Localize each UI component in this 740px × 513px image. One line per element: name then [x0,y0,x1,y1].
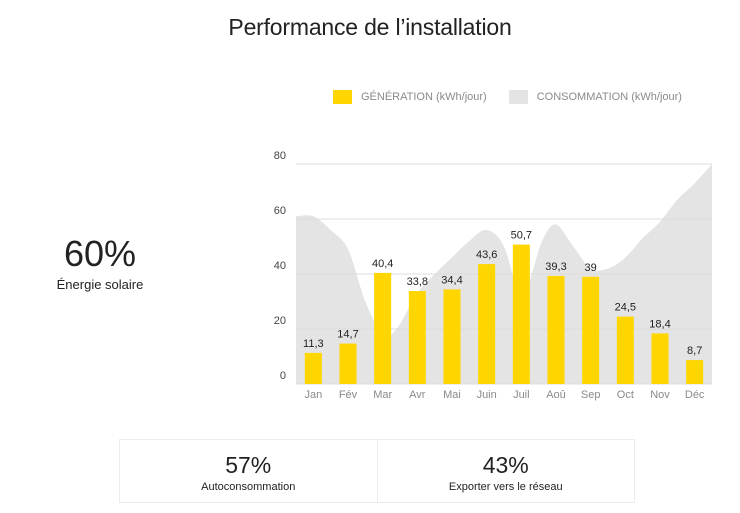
legend-item-consumption[interactable]: CONSOMMATION (kWh/jour) [508,90,682,104]
y-tick-label: 20 [274,315,286,327]
solar-share-value: 60% [63,233,137,274]
bar-generation [443,289,461,384]
x-tick-label: Mai [443,389,461,401]
bar-generation [582,276,600,384]
x-tick-label: Juin [477,389,497,401]
legend-item-generation[interactable]: GÉNÉRATION (kWh/jour) [333,90,487,104]
bar-data-label: 18,4 [649,318,670,330]
y-tick-label: 40 [274,260,286,272]
bar-generation [374,272,392,384]
kpi-card-autoconsommation: 57% Autoconsommation [120,440,377,502]
bar-data-label: 14,7 [337,329,358,341]
bar-data-label: 39 [585,262,597,274]
x-tick-label: Juil [513,389,530,401]
chart-legend: GÉNÉRATION (kWh/jour) CONSOMMATION (kWh/… [333,90,704,104]
x-tick-label: Avr [409,389,426,401]
x-tick-label: Jan [304,389,322,401]
x-tick-label: Sep [581,389,601,401]
bar-generation [478,264,496,384]
kpi-label: Exporter vers le réseau [448,481,563,493]
x-tick-label: Déc [685,389,705,401]
bar-data-label: 8,7 [687,345,702,357]
kpi-label: Autoconsommation [201,481,296,493]
kpi-card-export: 43% Exporter vers le réseau [376,440,635,502]
bar-generation [304,352,322,384]
bar-generation [616,316,634,384]
bar-data-label: 50,7 [511,230,532,242]
bar-data-label: 33,8 [407,276,428,288]
bar-data-label: 11,3 [303,338,324,350]
bar-generation [512,244,530,384]
bar-data-label: 39,3 [545,261,566,273]
x-tick-label: Aoû [546,389,566,401]
kpi-value: 57% [225,452,272,478]
legend-label-generation: GÉNÉRATION (kWh/jour) [361,91,487,103]
bar-data-label: 34,4 [441,274,462,286]
x-tick-label: Mar [373,389,392,401]
bar-generation [686,360,704,384]
x-tick-label: Oct [617,389,634,401]
x-tick-label: Fév [339,389,358,401]
performance-chart: 0 20 40 60 80 11,3 Jan 14,7 Fév 40,4 Mar 33,8 Avr 34,… [274,150,714,401]
solar-share-label: Énergie solaire [56,277,144,292]
consumption-area [296,162,714,384]
bar-generation [651,333,669,384]
bar-data-label: 24,5 [615,302,636,314]
bar-generation [408,291,426,384]
y-tick-label: 60 [274,205,286,217]
legend-swatch-consumption [508,90,528,104]
bar-generation [339,343,357,384]
kpi-value: 43% [482,452,529,478]
chart-title: Performance de l’installation [228,14,512,40]
bar-data-label: 40,4 [372,258,393,270]
kpi-cards: 57% Autoconsommation 43% Exporter vers l… [119,439,635,503]
solar-share-stat: 60% Énergie solaire [40,233,160,292]
legend-swatch-generation [333,90,352,104]
bar-generation [547,275,565,384]
y-tick-label: 80 [274,150,286,162]
bar-data-label: 43,6 [476,249,497,261]
legend-label-consumption: CONSOMMATION (kWh/jour) [536,91,682,103]
x-tick-label: Nov [650,389,670,401]
y-tick-label: 0 [280,370,286,382]
